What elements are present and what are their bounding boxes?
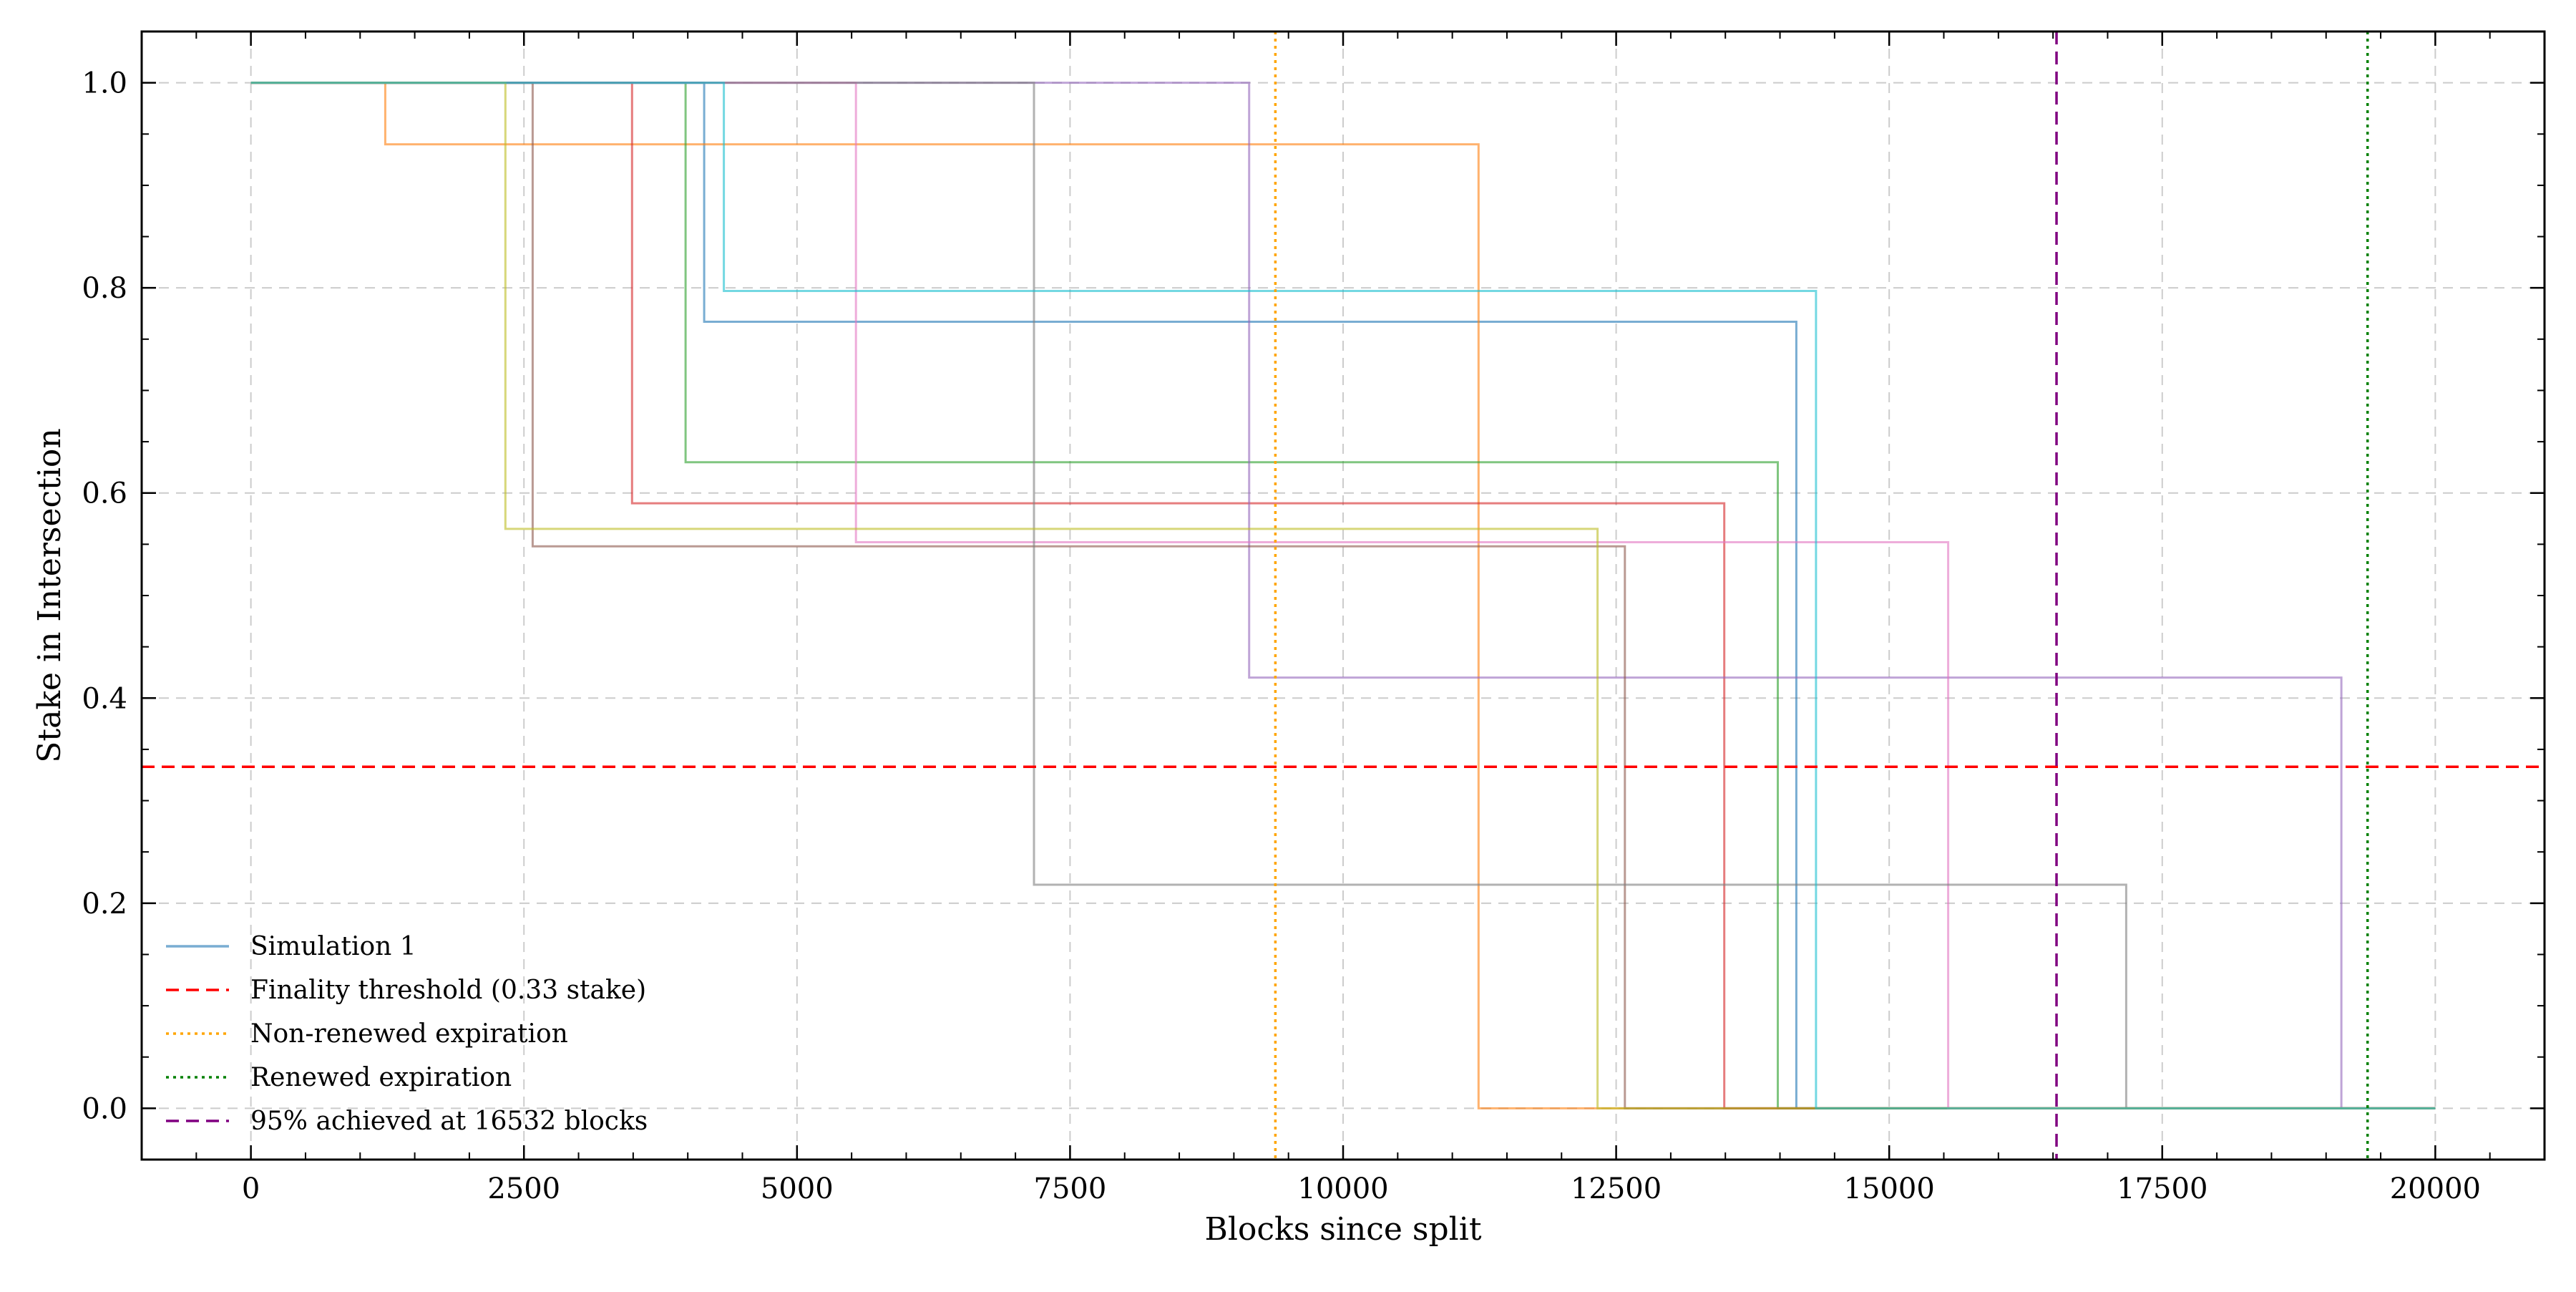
y-tick-label: 0.6	[82, 477, 127, 510]
series-line-1	[250, 82, 2436, 1109]
series-line-9	[250, 82, 2436, 1109]
series-line-8	[250, 82, 2436, 1109]
series-line-6	[250, 82, 2436, 1109]
legend-label-2: Finality threshold (0.33 stake)	[250, 976, 646, 1005]
series-lines	[250, 82, 2436, 1109]
y-tick-label: 0.2	[82, 888, 127, 921]
y-tick-label: 0.0	[82, 1092, 127, 1125]
y-tick-label: 0.4	[82, 682, 127, 715]
x-tick-label: 10000	[1297, 1172, 1388, 1205]
series-line-2	[250, 82, 2436, 1109]
series-line-7	[250, 82, 2436, 1109]
y-axis-label: Stake in Intersection	[31, 428, 68, 762]
series-line-5	[250, 82, 2436, 1109]
series-line-4	[250, 82, 2436, 1109]
y-tick-label: 1.0	[82, 67, 127, 100]
legend-label-4: Renewed expiration	[250, 1063, 512, 1092]
x-tick-label: 20000	[2390, 1172, 2481, 1205]
legend-label-5: 95% achieved at 16532 blocks	[250, 1107, 648, 1136]
x-axis-label: Blocks since split	[1205, 1211, 1482, 1248]
x-tick-label: 12500	[1571, 1172, 1662, 1205]
x-tick-label: 17500	[2117, 1172, 2207, 1205]
x-tick-label: 0	[242, 1172, 260, 1205]
x-tick-label: 5000	[761, 1172, 834, 1205]
x-tick-label: 2500	[487, 1172, 560, 1205]
legend-label-3: Non-renewed expiration	[250, 1019, 568, 1049]
x-tick-label: 15000	[1844, 1172, 1935, 1205]
reference-lines	[142, 31, 2545, 1160]
axis-ticks: 0 2500 5000 7500 10000 12500 15000 17500 20000 0.…	[82, 31, 2545, 1205]
series-line-10	[250, 82, 2436, 1109]
legend-label-1: Simulation 1	[250, 932, 416, 961]
y-tick-label: 0.8	[82, 272, 127, 305]
series-line-3	[250, 82, 2436, 1109]
legend: Simulation 1 Finality threshold (0.33 sta…	[166, 932, 648, 1136]
x-tick-label: 7500	[1034, 1172, 1107, 1205]
